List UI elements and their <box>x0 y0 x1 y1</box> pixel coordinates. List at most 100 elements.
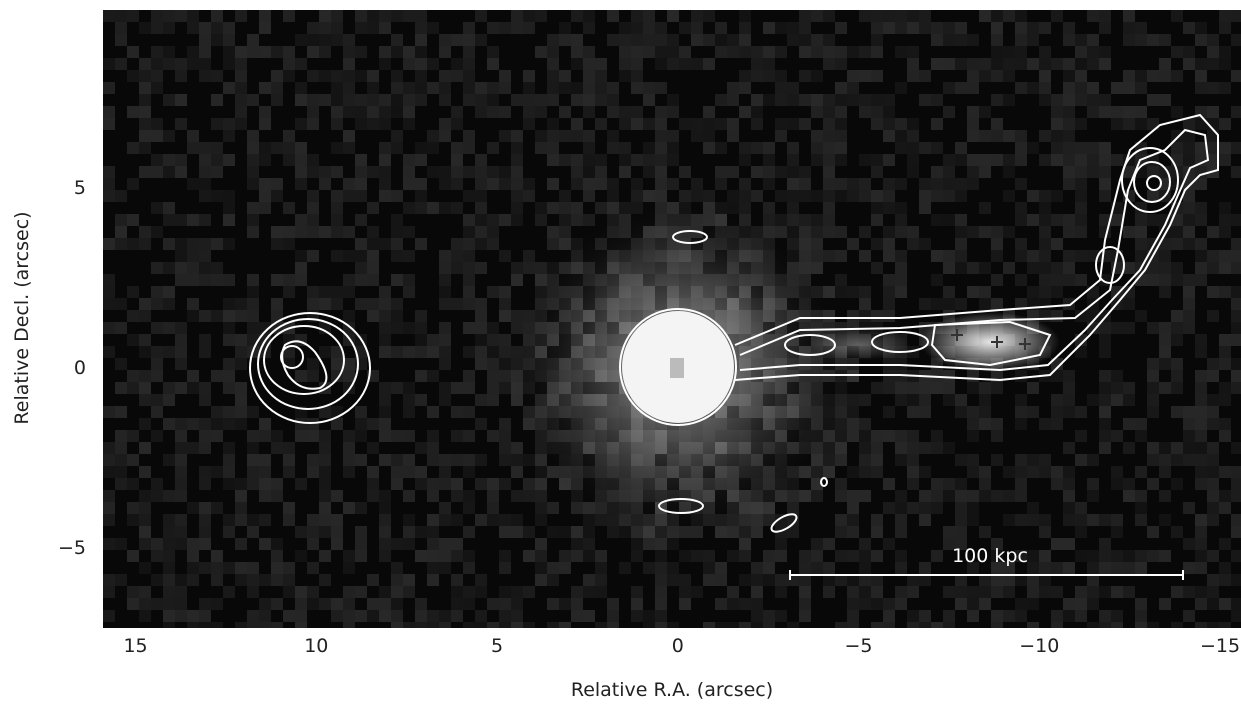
pixel <box>355 250 367 262</box>
pixel <box>643 142 655 154</box>
pixel <box>859 598 871 610</box>
pixel <box>103 274 115 286</box>
pixel <box>1195 370 1207 382</box>
pixel <box>1087 478 1099 490</box>
pixel <box>859 178 871 190</box>
pixel <box>319 526 331 538</box>
pixel <box>415 178 427 190</box>
pixel <box>127 502 139 514</box>
pixel <box>271 82 283 94</box>
pixel <box>835 250 847 262</box>
pixel <box>259 106 271 118</box>
pixel <box>631 154 643 166</box>
pixel <box>295 250 307 262</box>
pixel <box>679 586 691 598</box>
pixel <box>847 178 859 190</box>
pixel <box>1111 214 1123 226</box>
pixel <box>1231 358 1241 370</box>
pixel <box>655 550 667 562</box>
pixel <box>655 574 667 586</box>
pixel <box>391 466 403 478</box>
pixel <box>355 610 367 622</box>
pixel <box>883 238 895 250</box>
pixel <box>1231 106 1241 118</box>
pixel <box>607 130 619 142</box>
pixel <box>907 226 919 238</box>
pixel <box>1219 118 1231 130</box>
pixel <box>1195 622 1207 634</box>
pixel <box>115 238 127 250</box>
pixel <box>1159 346 1171 358</box>
pixel <box>655 154 667 166</box>
pixel <box>211 262 223 274</box>
pixel <box>1159 286 1171 298</box>
pixel <box>163 526 175 538</box>
pixel <box>415 610 427 622</box>
pixel <box>451 118 463 130</box>
pixel <box>1147 622 1159 634</box>
pixel <box>1015 370 1027 382</box>
pixel <box>115 538 127 550</box>
pixel <box>811 130 823 142</box>
pixel <box>163 130 175 142</box>
pixel <box>463 286 475 298</box>
pixel <box>715 46 727 58</box>
pixel <box>1111 562 1123 574</box>
pixel <box>367 490 379 502</box>
pixel <box>331 598 343 610</box>
pixel <box>1099 154 1111 166</box>
pixel <box>667 562 679 574</box>
pixel <box>871 550 883 562</box>
pixel <box>1195 262 1207 274</box>
pixel <box>403 46 415 58</box>
pixel <box>235 502 247 514</box>
pixel <box>547 154 559 166</box>
pixel <box>1219 622 1231 634</box>
pixel <box>835 142 847 154</box>
pixel <box>1051 274 1063 286</box>
pixel <box>943 586 955 598</box>
pixel <box>367 70 379 82</box>
pixel <box>979 490 991 502</box>
pixel <box>679 598 691 610</box>
pixel <box>1195 442 1207 454</box>
pixel <box>847 190 859 202</box>
pixel <box>139 562 151 574</box>
pixel <box>211 142 223 154</box>
pixel <box>307 538 319 550</box>
pixel <box>343 226 355 238</box>
pixel <box>991 70 1003 82</box>
pixel <box>871 214 883 226</box>
pixel <box>823 10 835 22</box>
pixel <box>583 10 595 22</box>
pixel <box>211 502 223 514</box>
pixel <box>631 586 643 598</box>
pixel <box>787 226 799 238</box>
pixel <box>463 502 475 514</box>
pixel <box>895 526 907 538</box>
pixel <box>1051 130 1063 142</box>
pixel <box>499 610 511 622</box>
pixel <box>187 58 199 70</box>
pixel <box>475 454 487 466</box>
pixel <box>1063 154 1075 166</box>
pixel <box>271 142 283 154</box>
pixel <box>523 262 535 274</box>
pixel <box>235 406 247 418</box>
pixel <box>235 382 247 394</box>
pixel <box>1051 238 1063 250</box>
pixel <box>391 226 403 238</box>
pixel <box>943 250 955 262</box>
pixel <box>223 586 235 598</box>
pixel <box>1111 466 1123 478</box>
pixel <box>715 22 727 34</box>
pixel <box>931 34 943 46</box>
pixel <box>115 298 127 310</box>
pixel <box>187 46 199 58</box>
pixel <box>859 310 871 322</box>
pixel <box>895 562 907 574</box>
pixel <box>331 70 343 82</box>
pixel <box>355 298 367 310</box>
pixel <box>1075 550 1087 562</box>
pixel <box>607 598 619 610</box>
